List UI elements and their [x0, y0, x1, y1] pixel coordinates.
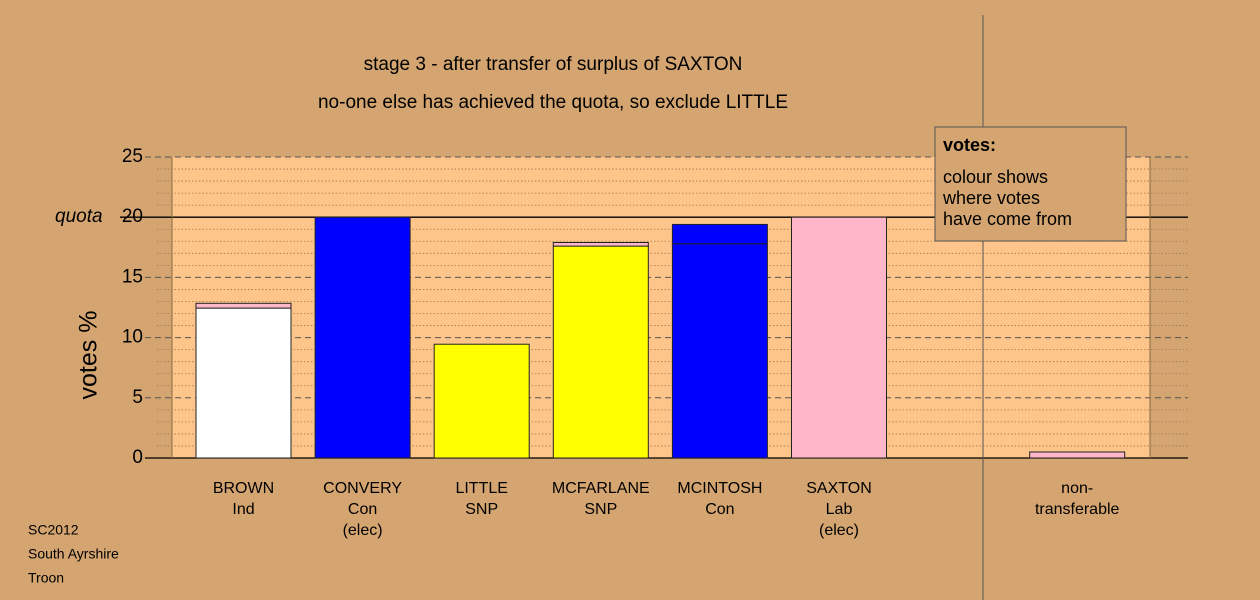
footer-text: Troon [28, 570, 64, 586]
bar-segment [552, 245, 649, 459]
y-tick-label: 5 [132, 387, 143, 408]
chart-subtitle: no-one else has achieved the quota, so e… [318, 92, 788, 113]
x-tick-label: (elec) [343, 522, 383, 539]
x-tick-label: MCINTOSH [677, 480, 762, 497]
bar-segment [671, 243, 768, 459]
x-tick-label: BROWN [213, 480, 274, 497]
x-tick-label: SAXTON [806, 480, 872, 497]
legend-title: votes: [943, 135, 996, 155]
bar-segment [1029, 451, 1126, 459]
bar-segment [433, 343, 530, 459]
y-tick-label: 10 [122, 327, 143, 348]
quota-label: quota [55, 206, 103, 227]
x-tick-label: SNP [465, 501, 498, 518]
bar-segment [195, 307, 292, 459]
x-tick-label: CONVERY [323, 480, 402, 497]
legend-box [934, 126, 1127, 242]
x-tick-label: LITTLE [455, 480, 507, 497]
y-tick-label: 0 [132, 447, 143, 468]
x-tick-label: (elec) [819, 522, 859, 539]
x-tick-label: Lab [826, 501, 853, 518]
y-tick-label: 20 [122, 206, 143, 227]
x-tick-label: non- [1061, 480, 1093, 497]
x-tick-label: transferable [1035, 501, 1120, 518]
x-tick-label: Ind [232, 501, 254, 518]
footer-text: South Ayrshire [28, 546, 119, 562]
bar-segment [195, 302, 292, 309]
bar-segment [314, 216, 411, 459]
x-tick-label: Con [348, 501, 377, 518]
bar-segment [791, 216, 887, 459]
y-tick-label: 25 [122, 146, 143, 167]
legend-text: where votes [942, 188, 1040, 208]
y-axis-label: votes % [75, 311, 103, 400]
footer-text: SC2012 [28, 522, 79, 538]
x-tick-label: MCFARLANE [552, 480, 650, 497]
legend-text: have come from [943, 209, 1072, 229]
bar-segment [671, 223, 768, 245]
x-tick-label: SNP [584, 501, 617, 518]
chart-title: stage 3 - after transfer of surplus of S… [364, 54, 743, 75]
y-tick-label: 15 [122, 266, 143, 287]
x-tick-label: Con [705, 501, 734, 518]
legend-text: colour shows [943, 167, 1048, 187]
bar-segment [552, 241, 649, 247]
